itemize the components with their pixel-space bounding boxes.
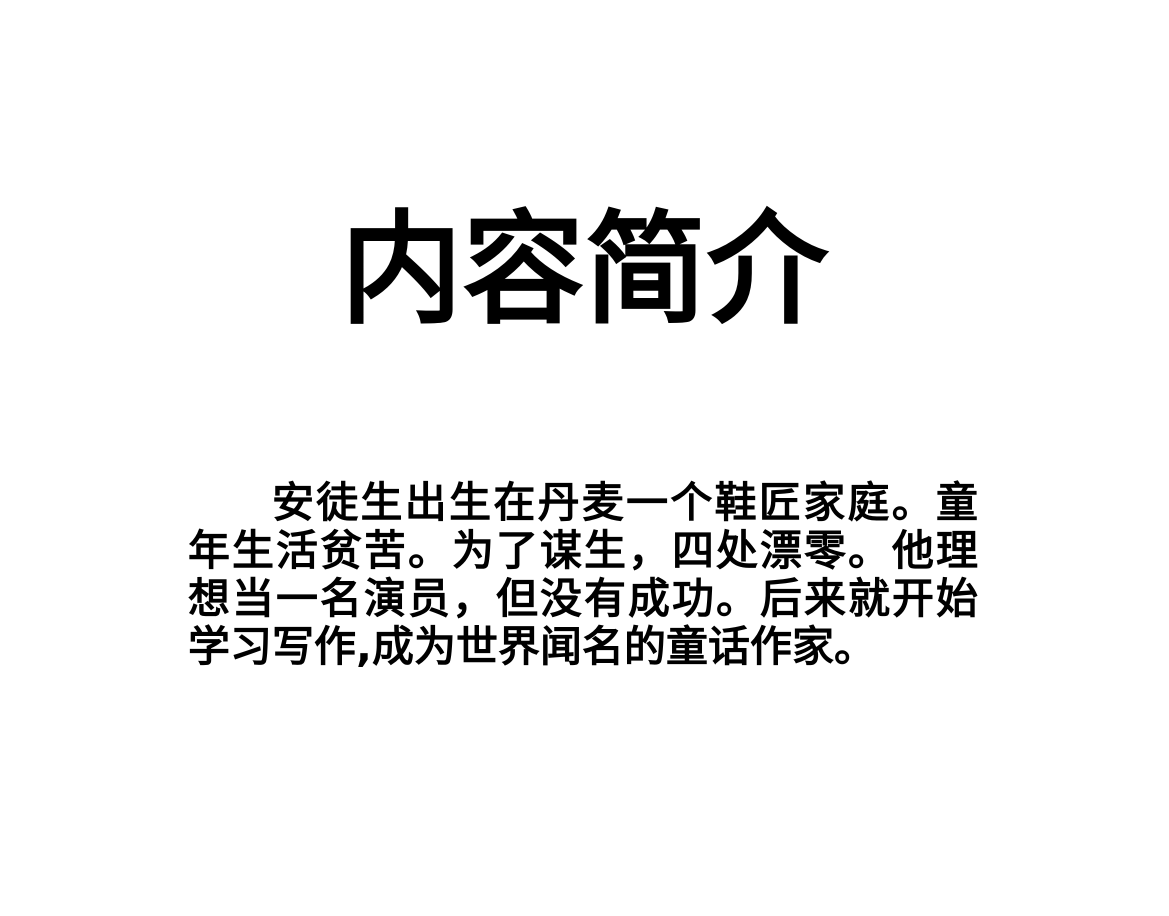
page-title: 内容简介 xyxy=(340,199,829,341)
summary-paragraph: 安徒生出生在丹麦一个鞋匠家庭。童年生活贫苦。为了谋生，四处漂零。他理想当一名演员… xyxy=(188,478,978,671)
